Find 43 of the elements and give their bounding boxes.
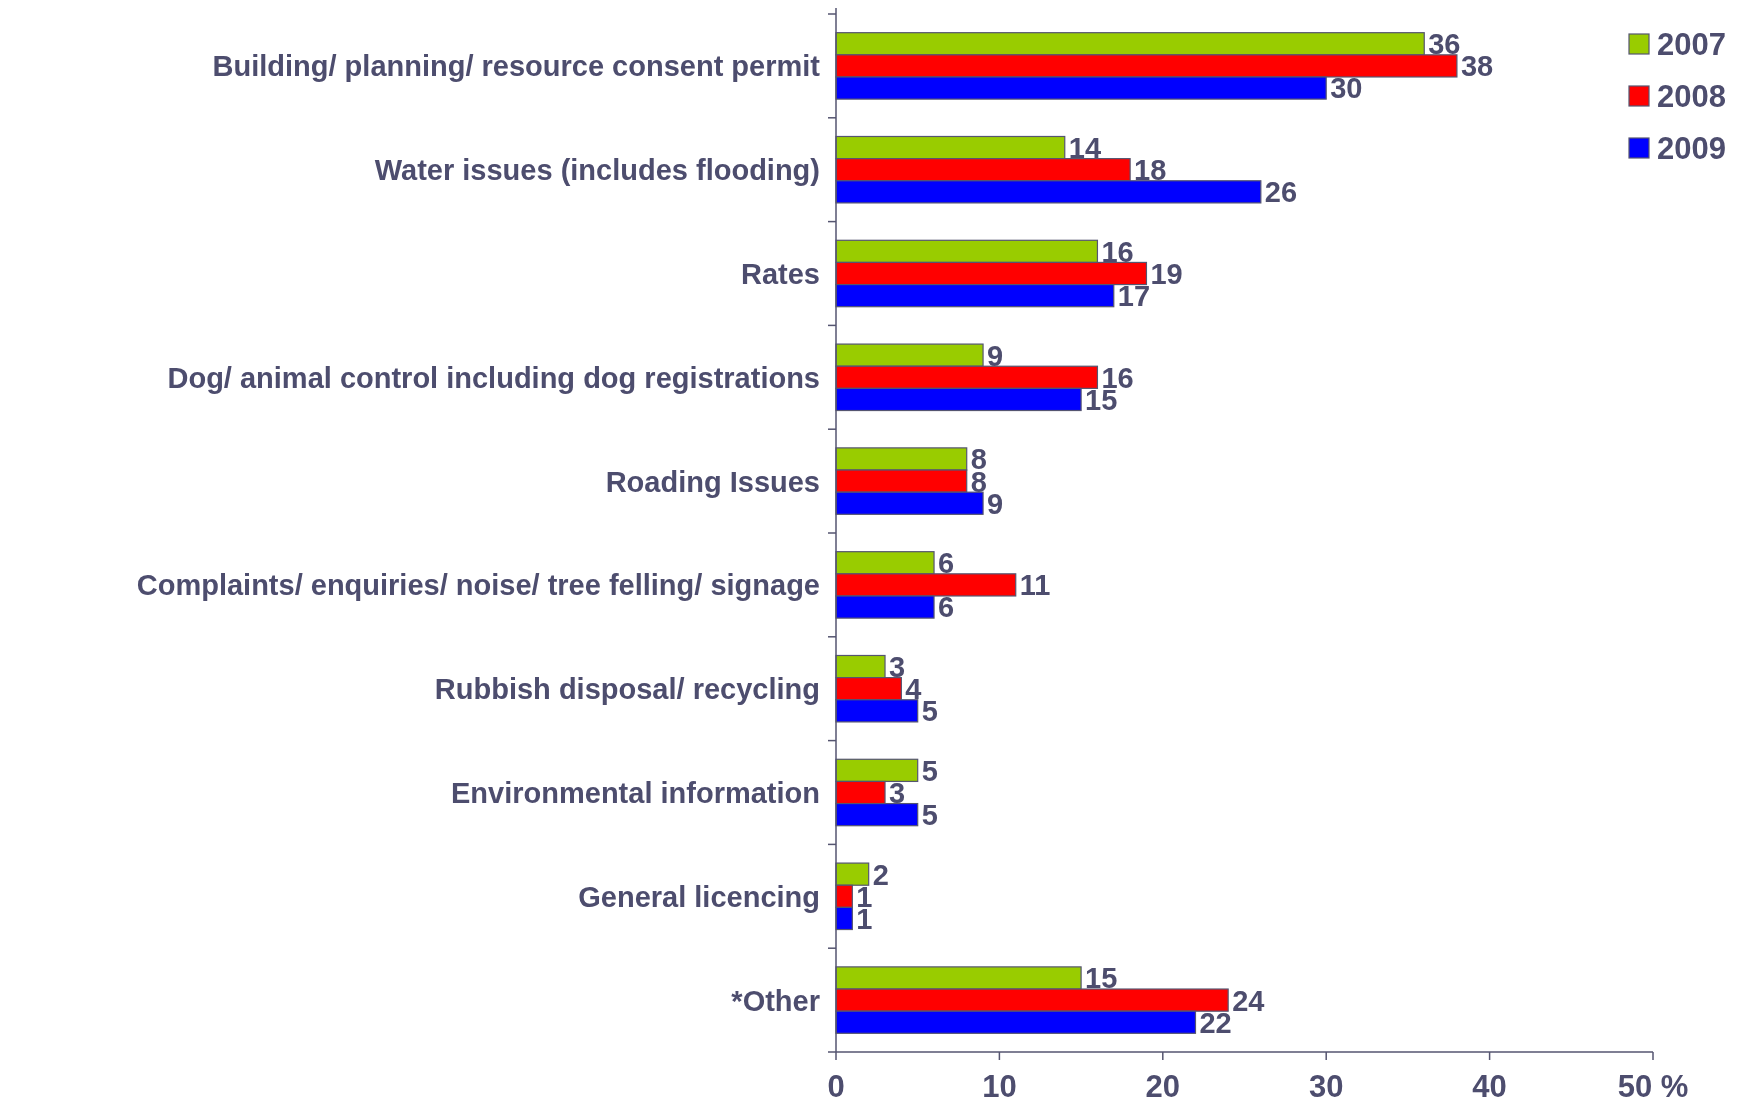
x-tick-label: 10 xyxy=(982,1069,1017,1104)
data-label: 5 xyxy=(921,695,938,728)
data-label: 24 xyxy=(1232,984,1265,1017)
data-label: 9 xyxy=(987,487,1004,520)
data-label: 26 xyxy=(1264,176,1298,209)
data-label: 11 xyxy=(1019,569,1051,602)
x-tick-label: 20 xyxy=(1145,1069,1181,1104)
legend-label: 2009 xyxy=(1657,131,1726,167)
data-label: 38 xyxy=(1460,50,1494,83)
data-label: 30 xyxy=(1330,72,1363,105)
legend-label: 2007 xyxy=(1657,27,1726,63)
y-tick-label: Complaints/ enquiries/ noise/ tree felling/ signage xyxy=(136,569,820,602)
y-tick-label: General licencing xyxy=(578,880,820,913)
x-tick-label: 30 xyxy=(1308,1069,1344,1104)
x-tick-label: 50 % xyxy=(1617,1069,1689,1104)
y-tick-label: Dog/ animal control including dog registrations xyxy=(167,361,820,394)
data-label: 3 xyxy=(889,776,906,809)
x-tick-label: 0 xyxy=(827,1069,845,1104)
y-tick-label: Rates xyxy=(741,257,821,290)
legend-label: 2008 xyxy=(1657,79,1726,115)
y-tick-label: Water issues (includes flooding) xyxy=(374,154,821,187)
y-tick-label: Environmental information xyxy=(451,776,821,809)
data-label: 22 xyxy=(1199,1006,1232,1039)
data-label: 6 xyxy=(938,547,955,580)
data-label: 9 xyxy=(987,339,1004,372)
data-label: 36 xyxy=(1428,28,1461,61)
data-label: 3 xyxy=(889,651,906,683)
x-tick-label: 40 xyxy=(1472,1069,1507,1104)
data-label: 5 xyxy=(921,754,938,787)
data-label: 5 xyxy=(921,799,938,832)
data-label: 6 xyxy=(938,591,955,624)
data-label: 18 xyxy=(1134,154,1167,187)
data-label: 4 xyxy=(905,673,922,706)
data-label: 19 xyxy=(1150,257,1183,290)
y-tick-label: Roading Issues xyxy=(605,465,820,498)
data-label: 17 xyxy=(1117,280,1151,313)
data-label: 14 xyxy=(1068,132,1102,164)
data-label: 15 xyxy=(1085,962,1118,995)
y-tick-label: *Other xyxy=(731,984,821,1017)
y-tick-label: Rubbish disposal/ recycling xyxy=(434,673,821,706)
data-label: 2 xyxy=(872,858,889,891)
y-tick-label: Building/ planning/ resource consent permit xyxy=(212,50,821,83)
data-label: 16 xyxy=(1101,235,1134,268)
